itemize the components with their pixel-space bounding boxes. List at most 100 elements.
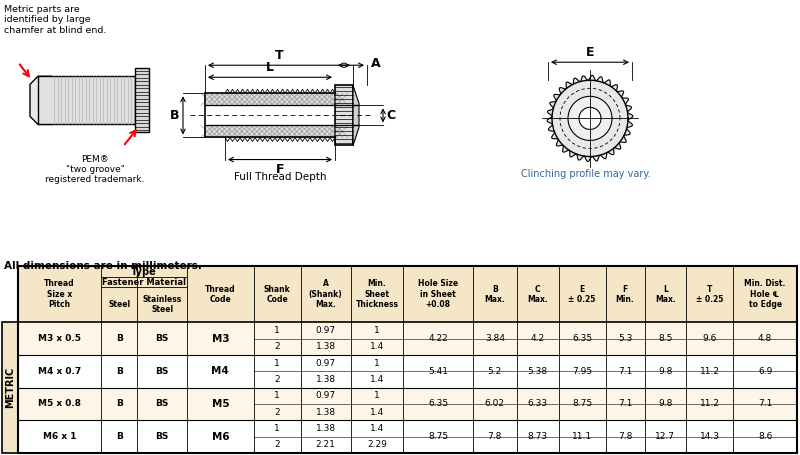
Polygon shape <box>579 107 601 129</box>
Text: 6.35: 6.35 <box>572 334 592 343</box>
Text: T
± 0.25: T ± 0.25 <box>696 284 723 304</box>
Text: 1.38: 1.38 <box>316 424 336 433</box>
Text: 5.2: 5.2 <box>488 367 502 376</box>
Polygon shape <box>547 76 633 162</box>
Text: Hole Size
in Sheet
+0.08: Hole Size in Sheet +0.08 <box>418 279 458 309</box>
Text: BS: BS <box>155 334 169 343</box>
Text: 1.38: 1.38 <box>316 408 336 417</box>
Text: 7.1: 7.1 <box>618 399 632 409</box>
Text: 3.84: 3.84 <box>485 334 505 343</box>
Text: M4 x 0.7: M4 x 0.7 <box>38 367 82 376</box>
Text: Metric parts are
identified by large
chamfer at blind end.: Metric parts are identified by large cha… <box>4 5 106 35</box>
Text: B: B <box>170 109 179 122</box>
Text: C: C <box>386 109 395 122</box>
Text: 6.33: 6.33 <box>528 399 548 409</box>
Text: METRIC: METRIC <box>5 367 15 408</box>
Text: A: A <box>371 57 381 70</box>
Text: 1: 1 <box>374 326 380 335</box>
Text: Stainless
Steel: Stainless Steel <box>142 295 182 314</box>
Text: 0.97: 0.97 <box>316 391 336 400</box>
Text: 2: 2 <box>274 440 280 450</box>
Text: A
(Shank)
Max.: A (Shank) Max. <box>309 279 342 309</box>
Text: 8.6: 8.6 <box>758 432 772 441</box>
Text: M6 x 1: M6 x 1 <box>43 432 76 441</box>
Polygon shape <box>30 76 52 124</box>
Text: 1: 1 <box>274 391 280 400</box>
Bar <box>18 322 797 355</box>
Text: PEM®
"two groove"
registered trademark.: PEM® "two groove" registered trademark. <box>46 155 145 184</box>
Text: E
± 0.25: E ± 0.25 <box>569 284 596 304</box>
Text: B: B <box>116 367 122 376</box>
Text: BS: BS <box>155 399 169 409</box>
Text: B: B <box>116 432 122 441</box>
Text: 0.97: 0.97 <box>316 326 336 335</box>
Text: 5.38: 5.38 <box>528 367 548 376</box>
Text: 1.4: 1.4 <box>370 375 384 384</box>
Text: 1: 1 <box>374 359 380 368</box>
Polygon shape <box>568 96 612 141</box>
Text: 8.75: 8.75 <box>572 399 592 409</box>
Text: 6.35: 6.35 <box>428 399 448 409</box>
Text: 9.8: 9.8 <box>658 367 673 376</box>
Text: 7.95: 7.95 <box>572 367 592 376</box>
Text: M5 x 0.8: M5 x 0.8 <box>38 399 81 409</box>
Text: 11.2: 11.2 <box>700 399 720 409</box>
Text: 4.8: 4.8 <box>758 334 772 343</box>
Text: All dimensions are in millimeters.: All dimensions are in millimeters. <box>4 261 202 271</box>
Text: Min. Dist.
Hole ℄
to Edge: Min. Dist. Hole ℄ to Edge <box>745 279 786 309</box>
Text: E: E <box>586 46 594 59</box>
Text: Thread
Size x
Pitch: Thread Size x Pitch <box>44 279 75 309</box>
Bar <box>18 266 797 322</box>
Text: 8.75: 8.75 <box>428 432 448 441</box>
Text: 9.8: 9.8 <box>658 399 673 409</box>
Text: 1: 1 <box>274 326 280 335</box>
Text: Fastener Material: Fastener Material <box>102 278 186 287</box>
Text: 6.9: 6.9 <box>758 367 772 376</box>
Text: B: B <box>116 399 122 409</box>
Text: B
Max.: B Max. <box>485 284 506 304</box>
Text: T: T <box>274 49 283 62</box>
Bar <box>18 388 797 420</box>
Text: 1: 1 <box>274 424 280 433</box>
Text: M3: M3 <box>211 334 229 344</box>
Text: 5.3: 5.3 <box>618 334 632 343</box>
Text: 1.4: 1.4 <box>370 424 384 433</box>
Polygon shape <box>335 85 353 146</box>
Bar <box>2 322 18 453</box>
Text: 2.29: 2.29 <box>367 440 387 450</box>
Text: Thread
Code: Thread Code <box>205 284 236 304</box>
Polygon shape <box>552 80 628 157</box>
Text: 7.1: 7.1 <box>758 399 772 409</box>
Text: 2: 2 <box>274 342 280 351</box>
Text: M5: M5 <box>211 399 229 409</box>
Text: 11.1: 11.1 <box>572 432 592 441</box>
Text: C
Max.: C Max. <box>527 284 548 304</box>
Text: M4: M4 <box>211 366 230 376</box>
Polygon shape <box>38 76 135 124</box>
Text: 11.2: 11.2 <box>700 367 720 376</box>
Text: 7.1: 7.1 <box>618 367 632 376</box>
Text: 2: 2 <box>274 375 280 384</box>
Text: Clinching profile may vary.: Clinching profile may vary. <box>521 168 651 178</box>
Text: F
Min.: F Min. <box>616 284 634 304</box>
Text: 9.6: 9.6 <box>702 334 717 343</box>
Text: 1: 1 <box>374 391 380 400</box>
Text: 6.02: 6.02 <box>485 399 505 409</box>
Text: 7.8: 7.8 <box>488 432 502 441</box>
Text: 1: 1 <box>274 359 280 368</box>
Text: M3 x 0.5: M3 x 0.5 <box>38 334 81 343</box>
Text: B: B <box>116 334 122 343</box>
Bar <box>18 355 797 388</box>
Text: Steel: Steel <box>108 300 130 309</box>
Text: 1.4: 1.4 <box>370 408 384 417</box>
Text: 1.38: 1.38 <box>316 342 336 351</box>
Text: Type: Type <box>131 267 157 277</box>
Text: 2.21: 2.21 <box>316 440 336 450</box>
Text: Shank
Code: Shank Code <box>264 284 290 304</box>
Text: F: F <box>276 162 284 176</box>
Text: 8.5: 8.5 <box>658 334 673 343</box>
Text: L
Max.: L Max. <box>655 284 676 304</box>
Text: 2: 2 <box>274 408 280 417</box>
Text: BS: BS <box>155 432 169 441</box>
Text: 4.22: 4.22 <box>428 334 448 343</box>
